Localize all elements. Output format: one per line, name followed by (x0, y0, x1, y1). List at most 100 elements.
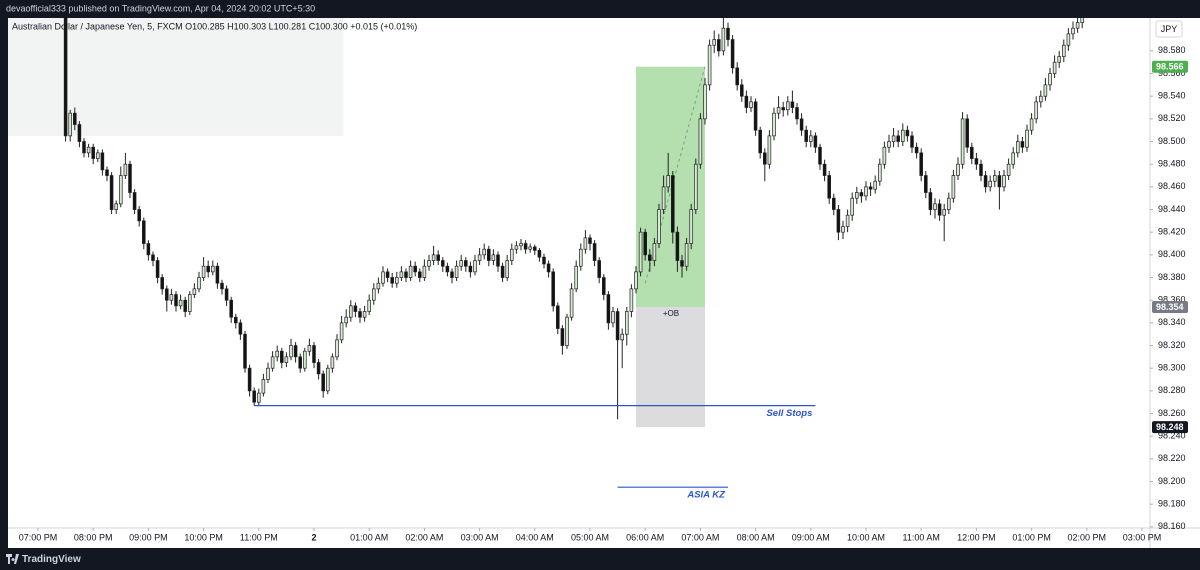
candle-body (312, 345, 316, 363)
candle-body (234, 316, 238, 324)
candle-body (790, 101, 795, 108)
x-tick-label: 08:00 PM (74, 532, 113, 542)
y-tick-label: 98.380 (1158, 272, 1186, 282)
candle-body (873, 180, 877, 190)
candle-body (602, 277, 606, 295)
x-tick-label: 11:00 AM (903, 532, 940, 542)
candle-body (993, 175, 997, 182)
level-label: ASIA KZ (686, 490, 726, 501)
candle-body (477, 254, 482, 261)
candle-body (132, 192, 137, 210)
candle-body (252, 390, 256, 403)
plot: Sell Stops ASIA KZ +OB (8, 18, 1084, 501)
y-tick-label: 98.320 (1158, 340, 1186, 350)
candle-body (330, 356, 335, 369)
x-tick-label: 03:00 AM (461, 532, 499, 542)
candle-body (905, 129, 910, 137)
candle-body (951, 175, 956, 199)
candle-body (827, 175, 831, 199)
candle-body (505, 260, 509, 278)
candle-body (698, 118, 703, 165)
candle-body (160, 277, 164, 290)
currency-box (1155, 20, 1183, 38)
candle-body (569, 288, 574, 318)
candle-body (1029, 118, 1034, 131)
candle-body (63, 18, 68, 137)
candle-body (1057, 56, 1061, 63)
x-tick-label: 02:00 AM (405, 532, 443, 542)
candle-body (942, 209, 946, 216)
x-tick-label: 08:00 AM (737, 532, 775, 542)
candle-body (86, 146, 91, 154)
candle-body (868, 186, 873, 190)
candle-body (197, 277, 201, 290)
candle-body (661, 186, 666, 210)
candle-body (1075, 22, 1080, 29)
candle-body (1071, 27, 1075, 35)
candle-body (206, 265, 210, 273)
candle-body (1052, 61, 1057, 74)
candle-body (1016, 141, 1020, 154)
candle-body (96, 152, 100, 159)
header: devaofficial333 published on TradingView… (6, 3, 315, 13)
candle-body (358, 311, 362, 318)
candle-body (165, 288, 169, 301)
x-tick-label: 02:00 PM (1068, 532, 1107, 542)
candle-body (151, 254, 155, 261)
candle-body (142, 220, 146, 244)
candle-body (970, 146, 974, 159)
x-tick-label: 09:00 AM (792, 532, 830, 542)
x-tick-label: 12:00 PM (957, 532, 996, 542)
y-tick-label: 98.520 (1158, 113, 1186, 123)
candle-body (1034, 101, 1038, 120)
candle-body (657, 209, 661, 244)
candle-body (620, 333, 624, 341)
candle-body (960, 118, 965, 165)
y-tick-label: 98.360 (1158, 295, 1186, 305)
candle-body (298, 356, 302, 369)
candle-body (68, 112, 72, 137)
candle-body (169, 294, 174, 301)
candle-body (882, 146, 887, 165)
y-tick-label: 98.280 (1158, 385, 1186, 395)
candle-body (694, 163, 698, 210)
candle-body (261, 379, 266, 394)
candle-body (937, 203, 942, 216)
candle-body (344, 316, 348, 324)
candle-body (914, 146, 919, 154)
candle-body (339, 322, 344, 341)
candle-body (859, 192, 864, 197)
candle-body (1080, 18, 1084, 23)
candle-body (77, 124, 82, 142)
candle-body (427, 260, 431, 267)
candle-body (556, 305, 560, 329)
candle-body (362, 311, 367, 318)
candle-body (1048, 73, 1052, 86)
y-tick-label: 98.580 (1158, 45, 1186, 55)
candle-body (238, 322, 243, 335)
x-tick-label: 07:00 PM (19, 532, 58, 542)
candle-body (1062, 44, 1066, 57)
candle-body (919, 152, 923, 176)
candle-body (799, 118, 804, 131)
candle-body (634, 271, 638, 290)
candle-body (717, 39, 721, 52)
candle-body (431, 254, 436, 261)
level-label: Sell Stops (766, 408, 812, 419)
y-tick-label: 98.260 (1158, 408, 1186, 418)
candle-body (491, 254, 496, 261)
candle-body (349, 305, 353, 318)
candle-body (284, 356, 289, 363)
candle-body (183, 299, 187, 312)
y-tick-label: 98.180 (1158, 499, 1186, 509)
candle-body (211, 265, 215, 273)
candle-body (418, 271, 422, 278)
candle-body (956, 163, 960, 176)
x-tick-label: 03:00 PM (1123, 532, 1162, 542)
candle-body (381, 271, 385, 284)
y-tick-label: 98.420 (1158, 227, 1186, 237)
candle-body (1066, 33, 1071, 46)
candle-body (422, 265, 427, 278)
candle-body (229, 299, 233, 318)
candle-body (109, 175, 114, 210)
